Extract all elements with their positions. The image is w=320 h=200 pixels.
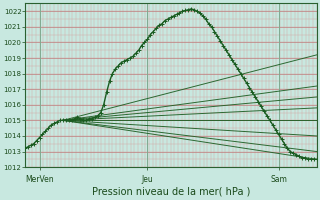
X-axis label: Pression niveau de la mer( hPa ): Pression niveau de la mer( hPa ) — [92, 187, 250, 197]
